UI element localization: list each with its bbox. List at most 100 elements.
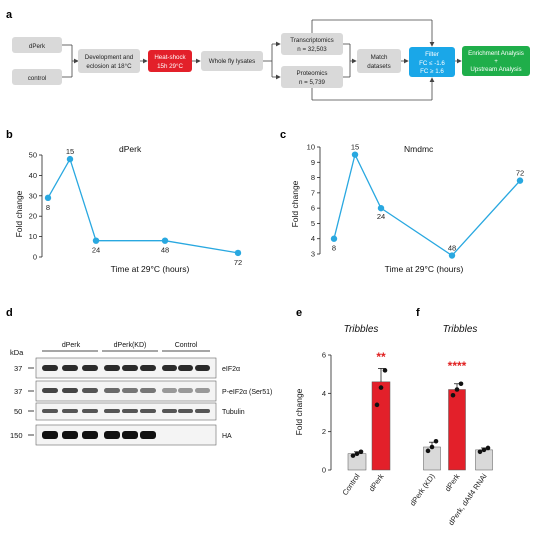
chart-c-ytick-label: 5 xyxy=(311,219,315,228)
line-chart-dperk: dPerk Time at 29°C (hours) Fold change 0… xyxy=(14,144,242,274)
blot-row-4-label: HA xyxy=(222,433,232,440)
proteomics-label-2: n = 5,739 xyxy=(299,79,326,86)
line-chart-nmdmc: Nmdmc Time at 29°C (hours) Fold change 3… xyxy=(290,143,524,275)
chart-c-series-line xyxy=(333,152,521,257)
filter-label-3: FC ≥ 1.6 xyxy=(420,68,444,75)
chart-c-point xyxy=(516,177,524,184)
chart-e-datapoint xyxy=(354,451,360,457)
panel-letter-d: d xyxy=(6,307,13,319)
blot-row-3-bands xyxy=(42,409,210,413)
chart-e-category-label: Control xyxy=(340,472,361,497)
chart-b-ylabel: Fold change xyxy=(14,190,24,237)
chart-b-ytick-label: 20 xyxy=(29,212,37,221)
transcriptomics-label-1: Transcriptomics xyxy=(290,37,333,44)
chart-f-datapoint xyxy=(425,448,431,454)
chart-e-ytick-label: 0 xyxy=(322,466,326,475)
match-label-2: datasets xyxy=(367,63,390,70)
match-box xyxy=(357,49,401,73)
chart-b-ytick-label: 10 xyxy=(29,232,37,241)
control-box xyxy=(12,69,62,85)
bar-chart-control-dperk: Tribbles Fold change ** 0 2 4 6 Control dPerk xyxy=(294,324,391,497)
chart-e-ytick-label: 4 xyxy=(322,389,326,398)
chart-f-datapoint xyxy=(429,444,435,450)
panel-letter-e: e xyxy=(296,307,302,319)
heatshock-label-1: Heat-shock xyxy=(154,54,186,61)
blot-group-dperk: dPerk xyxy=(62,342,81,349)
proteomics-box xyxy=(281,66,343,88)
enrichment-box xyxy=(462,46,530,76)
chart-c-point-label: 24 xyxy=(377,212,385,221)
blot-row-1-bands xyxy=(42,365,210,371)
chart-b-point-label: 15 xyxy=(66,147,74,156)
chart-f-category-label: dPerk xyxy=(443,472,462,493)
chart-f-datapoint xyxy=(450,392,456,398)
match-label-1: Match xyxy=(371,54,388,61)
chart-c-ytick-label: 7 xyxy=(311,188,315,197)
chart-e-significance: ** xyxy=(376,350,386,364)
chart-c-ytick-label: 10 xyxy=(307,143,315,152)
chart-b-title: dPerk xyxy=(119,144,142,154)
chart-f-datapoint xyxy=(477,449,483,455)
filter-box xyxy=(409,47,455,77)
blot-row-2-label: P-eIF2α (Ser51) xyxy=(222,389,272,396)
chart-b-ytick-label: 0 xyxy=(33,253,37,262)
panel-letter-a: a xyxy=(6,9,13,21)
chart-c-point xyxy=(448,252,456,259)
chart-e-datapoint xyxy=(358,449,364,455)
chart-f-datapoint xyxy=(481,447,487,453)
chart-c-point-label: 15 xyxy=(351,143,359,152)
chart-f-datapoint xyxy=(458,381,464,387)
blot-group-control: Control xyxy=(175,342,198,349)
blot-row-2-bands xyxy=(42,388,210,393)
western-blot: kDa dPerk dPerk(KD) Control 37 eIF2α 37 … xyxy=(10,342,272,446)
flowchart: dPerk control Development and eclosion a… xyxy=(12,19,530,101)
chart-e-bar xyxy=(347,453,367,471)
chart-e-datapoint xyxy=(350,453,356,458)
kda-label: kDa xyxy=(10,348,24,357)
chart-f-datapoint xyxy=(454,387,460,392)
chart-b-point-label: 48 xyxy=(161,246,169,255)
control-label: control xyxy=(28,75,47,82)
dperk-label: dPerk xyxy=(29,43,46,50)
filter-label-1: Filter xyxy=(425,51,439,58)
chart-b-point-label: 72 xyxy=(234,258,242,267)
blot-row-1-kda: 37 xyxy=(14,364,22,373)
chart-b-xlabel: Time at 29°C (hours) xyxy=(111,264,190,274)
chart-f-datapoint xyxy=(485,445,491,451)
development-label-2: eclosion at 18°C xyxy=(86,63,132,70)
chart-b-point xyxy=(92,237,100,244)
chart-c-xlabel: Time at 29°C (hours) xyxy=(385,264,464,274)
chart-e-title: Tribbles xyxy=(344,324,379,335)
proteomics-label-1: Proteomics xyxy=(297,70,328,77)
enrichment-label-2: + xyxy=(494,58,498,65)
blot-row-4-kda: 150 xyxy=(10,431,23,440)
chart-c-ytick-label: 9 xyxy=(311,158,315,167)
chart-c-ytick-label: 6 xyxy=(311,204,315,213)
blot-group-dperk-kd: dPerk(KD) xyxy=(114,342,147,349)
transcriptomics-box xyxy=(281,33,343,55)
chart-b-point xyxy=(161,237,169,244)
panel-letter-c: c xyxy=(280,129,286,141)
enrichment-label-3: Upstream Analysis xyxy=(470,66,521,73)
chart-c-point-label: 48 xyxy=(448,244,456,253)
chart-b-point xyxy=(66,155,74,163)
chart-b-point xyxy=(44,194,52,202)
chart-c-title: Nmdmc xyxy=(404,144,434,154)
chart-c-point xyxy=(330,235,338,242)
chart-c-point-label: 72 xyxy=(516,169,524,178)
heatshock-box xyxy=(148,50,192,72)
chart-f-significance: **** xyxy=(448,359,467,373)
chart-e-datapoint xyxy=(382,368,388,373)
heatshock-label-2: 15h 29°C xyxy=(157,63,183,70)
blot-row-3-label: Tubulin xyxy=(222,409,245,416)
chart-b-series-line xyxy=(47,157,239,254)
blot-row-4-bands xyxy=(42,431,156,439)
development-box xyxy=(78,49,140,73)
chart-e-bar xyxy=(371,381,391,471)
lysates-label: Whole fly lysates xyxy=(209,58,255,65)
chart-f-title: Tribbles xyxy=(443,324,478,335)
blot-row-3-kda: 50 xyxy=(14,407,22,416)
panel-letter-b: b xyxy=(6,129,13,141)
